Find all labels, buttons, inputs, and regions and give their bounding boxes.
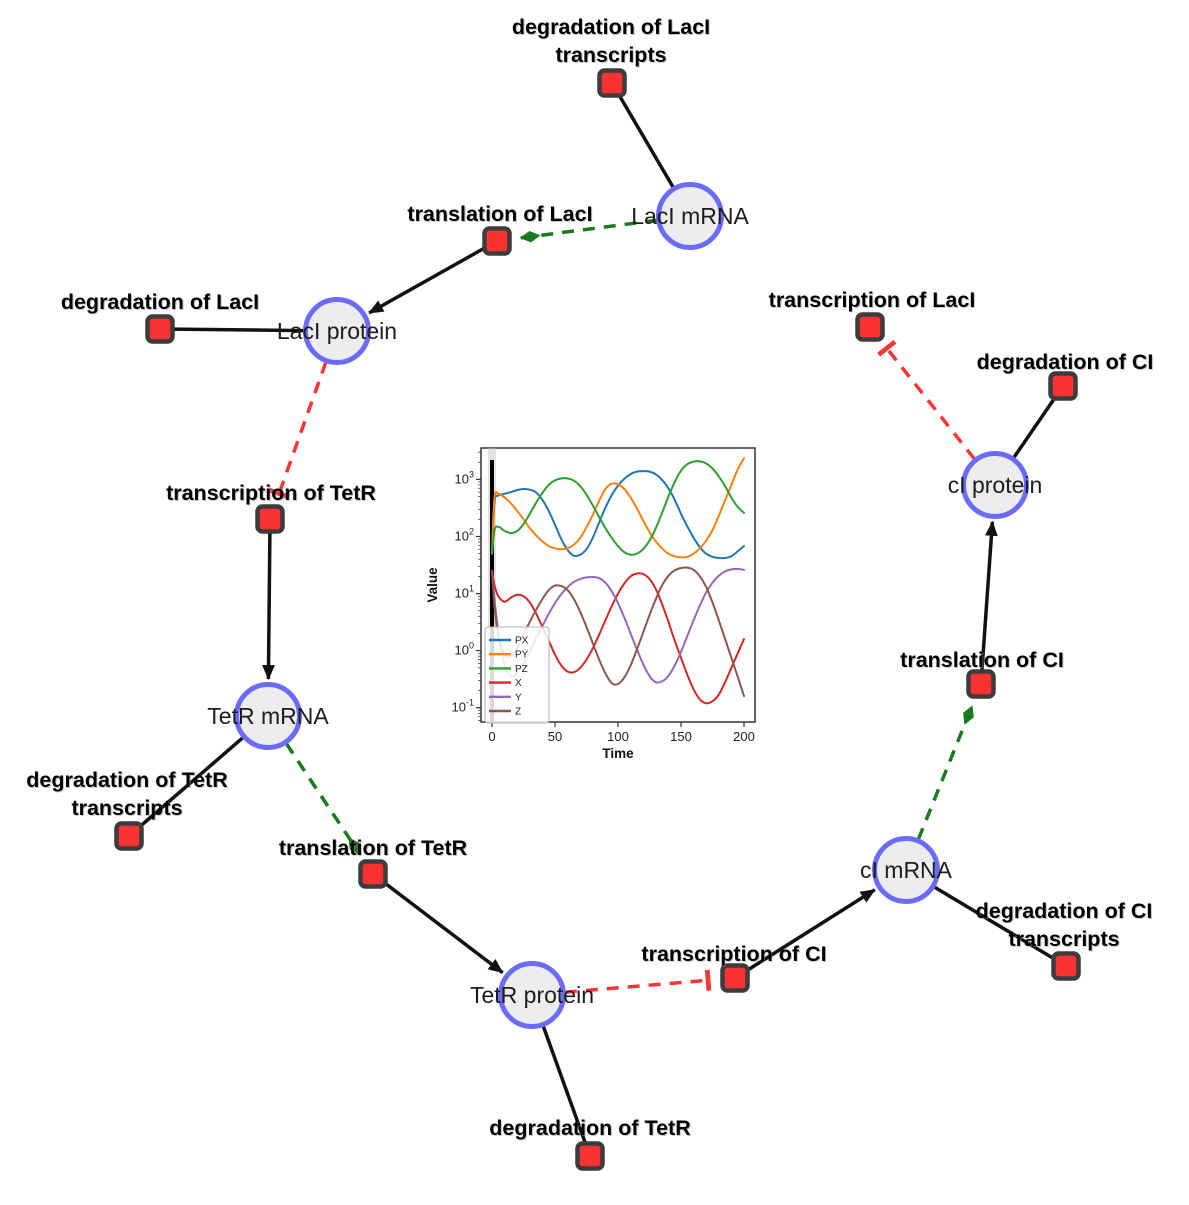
species-node-tetr-mrna[interactable] (234, 682, 302, 750)
edge-production-translation-laci-laci-protein[interactable] (368, 245, 487, 315)
reaction-label-deg-tetr-line0: degradation of TetR (489, 1116, 691, 1140)
species-labels-layer: LacI mRNA LacI protein TetR mRNA TetR prote… (207, 203, 1042, 1008)
reaction-node-deg-tetr-transcripts[interactable] (114, 821, 144, 851)
edge-consumption-tetr-mrna-deg-tetr-transcripts[interactable] (137, 736, 245, 829)
legend-box (484, 626, 550, 724)
svg-text:100: 100 (607, 729, 629, 744)
edges-layer (137, 93, 1058, 1145)
legend-label-PX: PX (515, 636, 529, 647)
legend-label-PY: PY (515, 650, 529, 661)
reaction-label-translation-ci-line0: translation of CI (900, 648, 1064, 672)
reaction-label-deg-ci-transcripts-line1: transcripts (1008, 927, 1119, 951)
reaction-label-deg-tetr-transcripts-line1: transcripts (71, 796, 182, 820)
edge-production-transcription-tetr-tetr-mrna[interactable] (262, 531, 275, 681)
reaction-label-deg-ci-line0: degradation of CI (977, 350, 1154, 374)
reaction-layer (114, 68, 1081, 1171)
reaction-node-deg-ci[interactable] (1048, 371, 1078, 401)
reaction-label-transcription-laci-line0: transcription of LacI (769, 288, 976, 312)
reaction-label-transcription-tetr-line0: transcription of TetR (166, 481, 376, 505)
edge-modifier-ci-mrna-translation-ci[interactable] (916, 705, 974, 841)
edge-consumption-tetr-protein-deg-tetr[interactable] (541, 1025, 588, 1145)
reaction-label-deg-ci-transcripts-line0: degradation of CI (976, 899, 1153, 923)
inset-chart: 0 50 100 150 20010-1100101102103TimeValuePXP… (425, 437, 770, 765)
reaction-label-deg-laci-transcripts-line1: transcripts (555, 43, 666, 67)
reaction-node-translation-tetr[interactable] (358, 859, 388, 889)
reaction-node-deg-laci-transcripts[interactable] (597, 68, 627, 98)
chart-xlabel: Time (602, 746, 634, 761)
reaction-node-deg-tetr[interactable] (575, 1141, 605, 1171)
edge-consumption-laci-protein-deg-laci[interactable] (172, 327, 305, 333)
reaction-label-deg-laci-transcripts-line0: degradation of LacI (512, 15, 710, 39)
reaction-node-translation-ci[interactable] (966, 669, 996, 699)
species-node-ci-protein[interactable] (961, 451, 1029, 519)
chart-ylabel: Value (425, 567, 440, 603)
chart-legend: PX PY PZ XYZ (484, 626, 550, 724)
edge-production-transcription-ci-ci-mrna[interactable] (745, 888, 876, 973)
species-label-laci-mrna: LacI mRNA (631, 203, 749, 229)
reaction-label-deg-tetr-transcripts-line0: degradation of TetR (26, 768, 228, 792)
edge-inhibition-laci-protein-transcription-tetr[interactable] (268, 361, 328, 500)
species-node-ci-mrna[interactable] (872, 836, 940, 904)
reaction-label-translation-tetr-line0: translation of TetR (279, 836, 468, 860)
series-line-PZ (491, 460, 745, 556)
reaction-node-deg-laci[interactable] (145, 314, 175, 344)
legend-label-Y: Y (515, 692, 522, 703)
svg-text:150: 150 (670, 729, 692, 744)
series-line-PY (491, 457, 745, 559)
svg-text:50: 50 (548, 729, 562, 744)
reaction-label-deg-laci-line0: degradation of LacI (61, 290, 259, 314)
reaction-label-translation-laci-line0: translation of LacI (407, 202, 592, 226)
species-label-ci-mrna: cI mRNA (860, 857, 953, 883)
svg-text:200: 200 (733, 729, 755, 744)
reaction-labels-layer: degradation of LacI transcripts translatio… (26, 15, 1153, 1140)
edge-production-translation-ci-ci-protein[interactable] (980, 520, 998, 672)
species-layer (234, 182, 1029, 1029)
edge-modifier-laci-mrna-translation-laci[interactable] (519, 218, 658, 243)
species-node-laci-protein[interactable] (303, 297, 371, 365)
edge-inhibition-ci-protein-transcription-laci[interactable] (877, 339, 976, 461)
species-label-tetr-mrna: TetR mRNA (207, 703, 329, 729)
legend-label-Z: Z (515, 707, 521, 718)
species-node-laci-mrna[interactable] (656, 182, 724, 250)
reaction-label-transcription-ci-line0: transcription of CI (641, 942, 826, 966)
series-line-Z (491, 566, 745, 698)
edge-consumption-ci-mrna-deg-ci-transcripts[interactable] (933, 885, 1056, 961)
reaction-node-deg-ci-transcripts[interactable] (1051, 951, 1081, 981)
species-label-tetr-protein: TetR protein (470, 982, 594, 1008)
species-label-ci-protein: cI protein (948, 472, 1043, 498)
series-line-X (491, 569, 745, 705)
chart-series (491, 457, 745, 705)
edge-consumption-laci-mrna-deg-laci-transcripts[interactable] (617, 93, 675, 189)
edge-consumption-ci-protein-deg-ci[interactable] (1012, 395, 1058, 459)
edge-modifier-tetr-mrna-translation-tetr[interactable] (284, 742, 362, 855)
svg-text:0: 0 (488, 729, 495, 744)
legend-label-X: X (515, 678, 522, 689)
species-node-tetr-protein[interactable] (498, 961, 566, 1029)
reaction-node-transcription-laci[interactable] (855, 312, 885, 342)
species-label-laci-protein: LacI protein (277, 318, 397, 344)
edge-production-translation-tetr-tetr-protein[interactable] (382, 880, 504, 974)
reaction-node-transcription-tetr[interactable] (255, 504, 285, 534)
reaction-node-transcription-ci[interactable] (720, 963, 750, 993)
legend-label-PZ: PZ (515, 664, 528, 675)
reaction-node-translation-laci[interactable] (482, 226, 512, 256)
edge-inhibition-tetr-protein-transcription-ci[interactable] (564, 969, 712, 994)
